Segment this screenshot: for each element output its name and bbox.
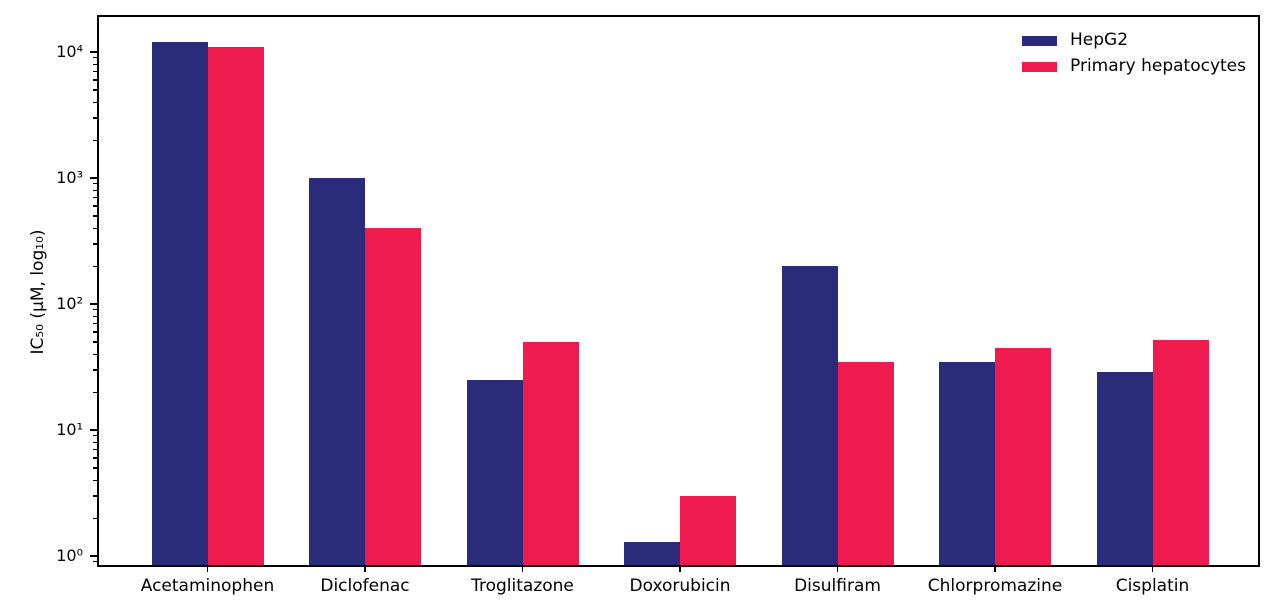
y-minor-tick — [93, 449, 97, 451]
y-tick-label-10: 10¹ — [56, 420, 83, 440]
y-minor-tick — [93, 353, 97, 355]
bar-primary-hepatocytes-acetaminophen — [207, 46, 264, 567]
y-minor-tick — [93, 71, 97, 73]
bar-hepg2-troglitazone — [466, 379, 523, 567]
x-tick-label-disulfiram: Disulfiram — [794, 576, 881, 596]
x-tick-label-acetaminophen: Acetaminophen — [140, 576, 275, 596]
y-minor-tick — [93, 117, 97, 119]
x-tick-label-chlorpromazine: Chlorpromazine — [927, 576, 1063, 596]
y-minor-tick — [93, 139, 97, 141]
y-minor-tick — [93, 479, 97, 481]
x-tick-label-troglitazone: Troglitazone — [471, 576, 574, 596]
y-minor-tick — [93, 183, 97, 185]
x-tick-acetaminophen — [206, 567, 209, 572]
y-minor-tick — [93, 369, 97, 371]
legend-item-hepg2: HepG2 — [1022, 31, 1246, 50]
y-axis-line — [97, 15, 99, 567]
bar-primary-hepatocytes-cisplatin — [1152, 339, 1209, 567]
y-tick-1000 — [90, 177, 97, 179]
y-minor-tick — [93, 457, 97, 459]
y-minor-tick — [93, 435, 97, 437]
bar-hepg2-disulfiram — [781, 266, 838, 567]
x-tick-disulfiram — [836, 567, 839, 572]
y-minor-tick — [93, 205, 97, 207]
bar-primary-hepatocytes-doxorubicin — [680, 496, 736, 567]
right-spine — [1258, 15, 1260, 567]
x-tick-troglitazone — [521, 567, 524, 572]
y-tick-100 — [90, 303, 97, 305]
y-minor-tick — [93, 315, 97, 317]
y-minor-tick — [93, 323, 97, 325]
y-minor-tick — [93, 197, 97, 199]
top-spine — [97, 15, 1260, 17]
y-minor-tick — [93, 243, 97, 245]
y-minor-tick — [93, 391, 97, 393]
y-minor-tick — [93, 63, 97, 65]
y-tick-label-1000: 10³ — [56, 168, 83, 188]
plot-area: Acetaminophen Diclofenac Troglitazone Doxor… — [56, 15, 1260, 596]
y-axis-label: IC₅₀ (μM, log₁₀) — [28, 229, 48, 355]
bar-hepg2-chlorpromazine — [939, 361, 995, 567]
y-minor-tick — [93, 57, 97, 59]
y-minor-tick — [93, 89, 97, 91]
bar-hepg2-acetaminophen — [151, 42, 208, 567]
y-minor-tick — [93, 561, 97, 563]
legend-swatch-primary-hepatocytes — [1022, 61, 1057, 72]
y-tick-10000 — [90, 51, 97, 53]
bar-hepg2-doxorubicin — [624, 541, 680, 567]
x-tick-doxorubicin — [679, 567, 681, 572]
y-tick-label-100: 10² — [56, 294, 83, 314]
legend-label-primary-hepatocytes: Primary hepatocytes — [1070, 56, 1246, 76]
x-tick-label-diclofenac: Diclofenac — [320, 576, 410, 596]
y-tick-1 — [90, 555, 97, 557]
y-minor-tick — [93, 79, 97, 81]
y-minor-tick — [93, 495, 97, 497]
y-tick-10 — [90, 429, 97, 431]
bar-primary-hepatocytes-chlorpromazine — [995, 347, 1051, 567]
legend-swatch-hepg2 — [1022, 35, 1057, 46]
legend-item-primary-hepatocytes: Primary hepatocytes — [1022, 57, 1246, 76]
bar-hepg2-diclofenac — [309, 178, 365, 567]
y-tick-label-10000: 10⁴ — [56, 42, 83, 62]
bar-primary-hepatocytes-diclofenac — [365, 228, 421, 567]
y-minor-tick — [93, 517, 97, 519]
y-minor-tick — [93, 215, 97, 217]
x-tick-diclofenac — [364, 567, 366, 572]
x-tick-label-doxorubicin: Doxorubicin — [629, 576, 731, 596]
x-axis-line — [97, 565, 1260, 567]
y-minor-tick — [93, 331, 97, 333]
y-minor-tick — [93, 341, 97, 343]
legend-label-hepg2: HepG2 — [1070, 30, 1129, 50]
y-minor-tick — [93, 309, 97, 311]
y-minor-tick — [93, 467, 97, 469]
x-tick-label-cisplatin: Cisplatin — [1115, 576, 1190, 596]
x-tick-chlorpromazine — [994, 567, 996, 572]
y-tick-label-1: 10⁰ — [56, 546, 83, 566]
y-minor-tick — [93, 227, 97, 229]
y-minor-tick — [93, 441, 97, 443]
y-minor-tick — [93, 265, 97, 267]
bar-hepg2-cisplatin — [1096, 371, 1153, 567]
x-tick-cisplatin — [1151, 567, 1154, 572]
y-minor-tick — [93, 189, 97, 191]
bar-primary-hepatocytes-disulfiram — [837, 361, 894, 567]
bar-primary-hepatocytes-troglitazone — [522, 342, 579, 567]
legend: HepG2 Primary hepatocytes — [1022, 31, 1246, 76]
y-minor-tick — [93, 101, 97, 103]
